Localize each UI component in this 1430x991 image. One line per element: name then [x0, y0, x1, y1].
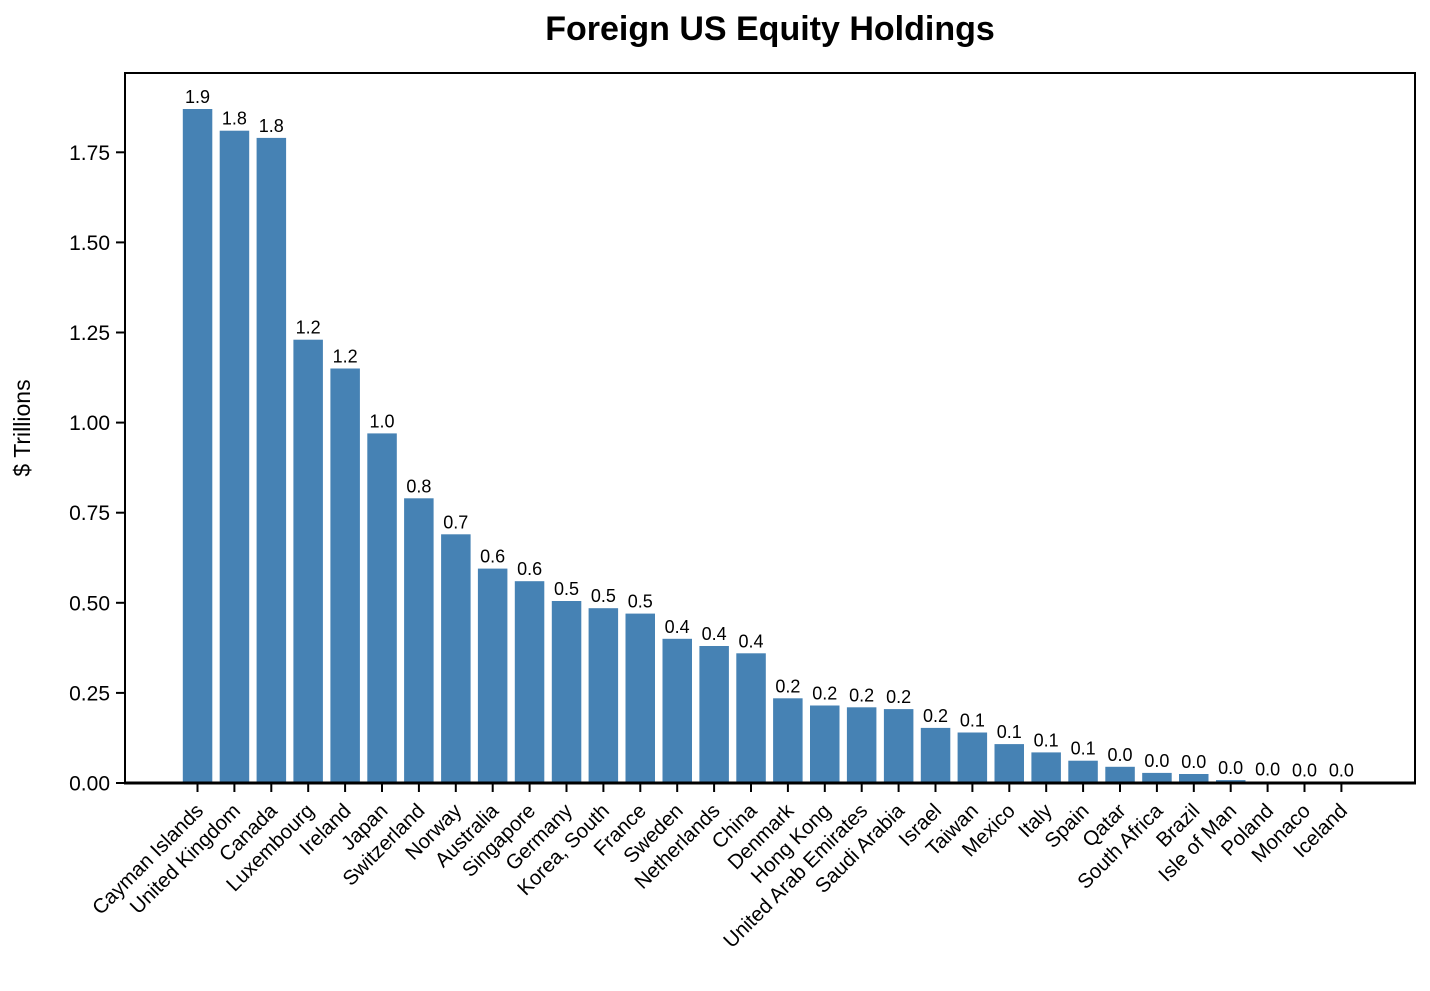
bar-value-label: 0.4: [702, 624, 727, 644]
bar: [588, 608, 619, 783]
bar-value-label: 0.8: [406, 476, 431, 496]
bar-value-label: 1.9: [185, 87, 210, 107]
bar-value-label: 0.2: [849, 685, 874, 705]
bar-value-label: 0.0: [1107, 745, 1132, 765]
bar: [219, 130, 250, 783]
bar-value-label: 0.0: [1255, 760, 1280, 780]
bar-value-label: 1.2: [333, 347, 358, 367]
bar-value-label: 0.6: [517, 559, 542, 579]
bar-value-label: 0.0: [1218, 758, 1243, 778]
bar: [514, 581, 545, 783]
bar: [367, 433, 397, 783]
bar: [330, 368, 360, 783]
bar: [1179, 774, 1209, 783]
bar-value-label: 0.0: [1292, 760, 1317, 780]
bar: [256, 137, 287, 783]
bar: [404, 498, 434, 783]
y-axis-label: $ Trillions: [9, 379, 35, 476]
bar-value-label: 0.5: [628, 592, 653, 612]
bar-value-label: 0.6: [480, 547, 505, 567]
bar: [1142, 772, 1172, 783]
bar-value-label: 0.0: [1329, 760, 1354, 780]
bar-value-label: 1.0: [369, 411, 394, 431]
bar: [883, 709, 914, 783]
bar-value-label: 0.1: [1071, 739, 1096, 759]
bar: [920, 727, 951, 783]
bar: [441, 534, 471, 783]
bar-value-label: 0.2: [775, 676, 800, 696]
y-tick-label: 1.00: [69, 412, 110, 435]
bar: [662, 638, 692, 783]
bar-value-label: 0.1: [960, 711, 985, 731]
bar: [699, 646, 729, 783]
bar-value-label: 1.8: [222, 109, 247, 129]
y-tick-label: 1.50: [69, 232, 110, 255]
bar: [182, 109, 213, 783]
bar: [477, 568, 508, 783]
bar-value-label: 0.5: [591, 586, 616, 606]
chart-title: Foreign US Equity Holdings: [545, 10, 995, 48]
bar: [1068, 760, 1098, 783]
bar: [1031, 752, 1061, 783]
y-tick-label: 1.75: [69, 142, 110, 165]
bar: [1105, 766, 1135, 783]
bar-value-label: 0.5: [554, 579, 579, 599]
bar-value-label: 0.2: [886, 687, 911, 707]
bar: [957, 732, 988, 783]
bar-value-label: 0.4: [738, 631, 763, 651]
bar: [994, 744, 1024, 783]
y-tick-label: 0.50: [69, 592, 110, 615]
bar-value-label: 0.1: [997, 722, 1022, 742]
bar-value-label: 0.0: [1144, 751, 1169, 771]
bar-value-label: 0.2: [923, 706, 948, 726]
bar: [293, 339, 323, 783]
bar: [625, 613, 655, 783]
bar-value-label: 0.1: [1034, 730, 1059, 750]
bar-value-label: 1.2: [296, 318, 321, 338]
bar: [773, 698, 803, 783]
y-tick-label: 0.00: [69, 773, 110, 796]
bar-value-label: 0.7: [443, 512, 468, 532]
y-tick-label: 0.75: [69, 502, 110, 525]
y-tick-label: 0.25: [69, 682, 110, 705]
bar: [736, 653, 766, 783]
bar: [551, 601, 582, 783]
bar: [810, 705, 840, 783]
bar-value-label: 0.2: [812, 684, 837, 704]
y-tick-label: 1.25: [69, 322, 110, 345]
bar: [846, 707, 877, 783]
bar-value-label: 1.8: [259, 116, 284, 136]
bar-value-label: 0.0: [1181, 752, 1206, 772]
bar-value-label: 0.4: [665, 617, 690, 637]
